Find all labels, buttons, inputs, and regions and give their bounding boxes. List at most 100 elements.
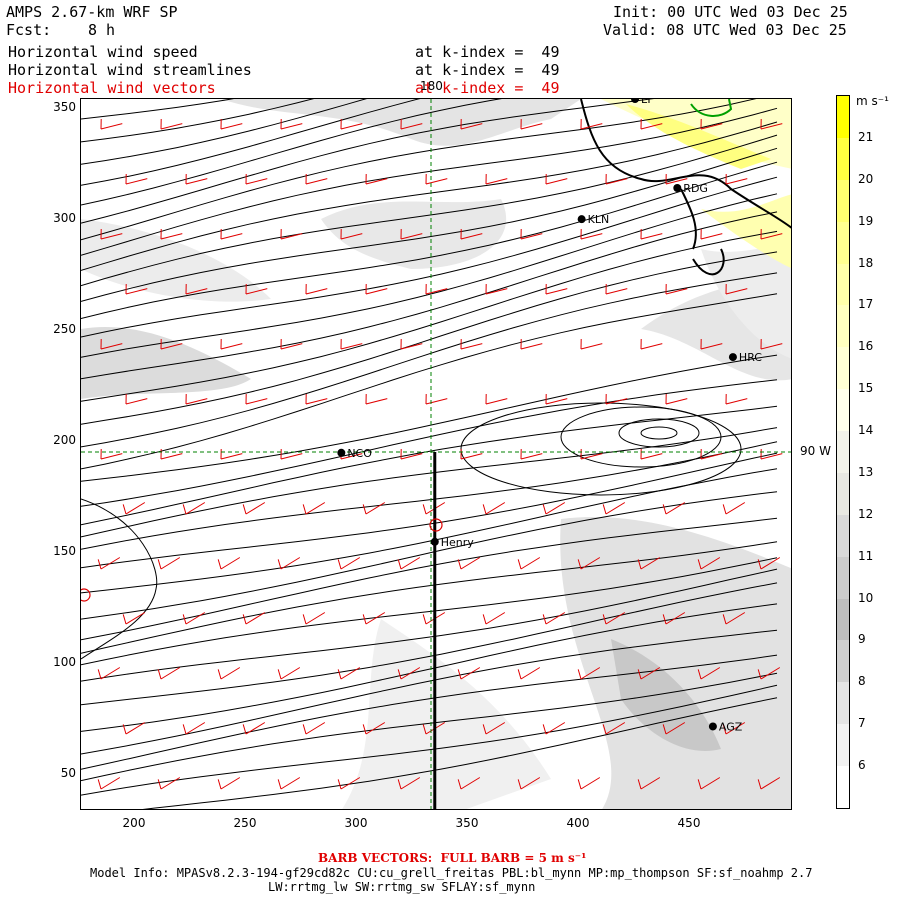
colorbar-label: 21	[858, 129, 874, 144]
wind-barb	[122, 612, 146, 625]
wind-barb	[220, 448, 243, 460]
wind-barb	[637, 667, 661, 680]
station-label: HRC	[739, 351, 762, 364]
wind-barb	[757, 777, 781, 790]
streamline	[81, 654, 778, 770]
x-tick-label: 400	[566, 816, 590, 830]
forecast-label: Fcst:	[6, 21, 52, 39]
streamline	[81, 99, 367, 165]
map-panel[interactable]: RDG KLN HRC NCO Henry AGZ LT	[80, 98, 792, 810]
wind-barb	[580, 448, 603, 460]
streamline	[81, 230, 778, 402]
wind-barb	[97, 667, 121, 680]
colorbar-label: 19	[858, 213, 874, 228]
speed-patch	[342, 619, 551, 809]
colorbar-segment	[837, 263, 849, 306]
wind-barb	[605, 283, 628, 295]
streamline	[142, 697, 778, 809]
wind-barb	[485, 283, 508, 295]
wind-barb	[305, 173, 328, 185]
wind-barb	[400, 228, 423, 240]
wind-barb	[280, 228, 303, 240]
wind-barb	[362, 722, 386, 735]
field-level-streamlines: at k-index = 49	[415, 61, 560, 79]
wind-barb	[485, 393, 508, 405]
speed-patch-high	[626, 104, 771, 169]
wind-barb	[340, 228, 363, 240]
field-level-vectors: at k-index = 49	[415, 79, 560, 97]
wind-barb	[337, 557, 361, 570]
wind-barb	[125, 393, 148, 405]
field-name-vectors: Horizontal wind vectors	[8, 79, 216, 97]
wind-barb	[457, 557, 481, 570]
x-tick-label: 350	[455, 816, 479, 830]
coastline	[580, 99, 791, 276]
wind-barb	[460, 118, 483, 130]
colorbar-label: 20	[858, 171, 874, 186]
colorbar-label: 11	[858, 548, 874, 563]
station-dot	[708, 722, 717, 731]
station-dot	[673, 184, 682, 192]
streamline	[81, 541, 778, 654]
streamline	[81, 498, 158, 660]
streamline	[81, 99, 757, 241]
wind-barb	[337, 777, 361, 790]
colorbar-label: 14	[858, 423, 874, 438]
stations: RDG KLN HRC NCO Henry AGZ LT	[337, 99, 762, 733]
wind-barb	[457, 777, 481, 790]
wind-barb	[577, 777, 601, 790]
streamline	[81, 251, 778, 425]
wind-barb	[122, 722, 146, 735]
wind-barb	[602, 722, 626, 735]
colorbar-label: 17	[858, 297, 874, 312]
wind-barb	[460, 228, 483, 240]
colorbar-label: 15	[858, 381, 874, 396]
y-tick-label: 150	[53, 544, 76, 558]
streamline	[81, 582, 778, 706]
colorbar-label: 9	[858, 632, 866, 647]
wind-barb	[160, 448, 183, 460]
wind-barb	[100, 118, 123, 130]
wind-barb	[580, 118, 603, 130]
streamline	[81, 491, 778, 620]
wind-barb	[125, 283, 148, 295]
station-dot	[337, 448, 346, 457]
wind-barb	[760, 118, 783, 130]
valid-time: Valid: 08 UTC Wed 03 Dec 25	[603, 21, 847, 39]
model-info-2: LW:rrtmg_lw SW:rrtmg_sw SFLAY:sf_mynn	[268, 880, 536, 894]
wind-barb	[365, 283, 388, 295]
wind-barb	[182, 612, 206, 625]
wind-barb	[662, 502, 686, 515]
colorbar-label: 16	[858, 339, 874, 354]
wind-barb	[277, 557, 301, 570]
streamline-eddy	[640, 426, 678, 440]
wind-barb	[520, 228, 543, 240]
wind-barb	[482, 502, 506, 515]
wind-barb	[545, 283, 568, 295]
station-label: Henry	[441, 536, 475, 549]
wind-barb	[605, 173, 628, 185]
forecast-hour: 8 h	[88, 21, 116, 39]
station-dot	[728, 353, 737, 362]
streamline	[81, 134, 778, 287]
wind-barb	[665, 393, 688, 405]
streamline	[81, 427, 778, 538]
wind-barb	[757, 667, 781, 680]
wind-barb	[485, 173, 508, 185]
speed-patch	[321, 199, 507, 269]
wind-barb	[397, 777, 421, 790]
y-tick-label: 250	[53, 322, 76, 336]
wind-barb	[220, 118, 243, 130]
wind-barb	[305, 393, 328, 405]
wind-barb	[157, 667, 181, 680]
x-tick-label: 200	[122, 816, 146, 830]
wind-barb	[637, 557, 661, 570]
streamline	[81, 557, 778, 666]
streamline	[81, 672, 778, 782]
wind-barb	[637, 777, 661, 790]
colorbar-segment	[837, 472, 849, 516]
streamline	[81, 121, 778, 271]
wind-barb	[577, 667, 601, 680]
wind-barb	[665, 283, 688, 295]
colorbar	[836, 95, 850, 809]
